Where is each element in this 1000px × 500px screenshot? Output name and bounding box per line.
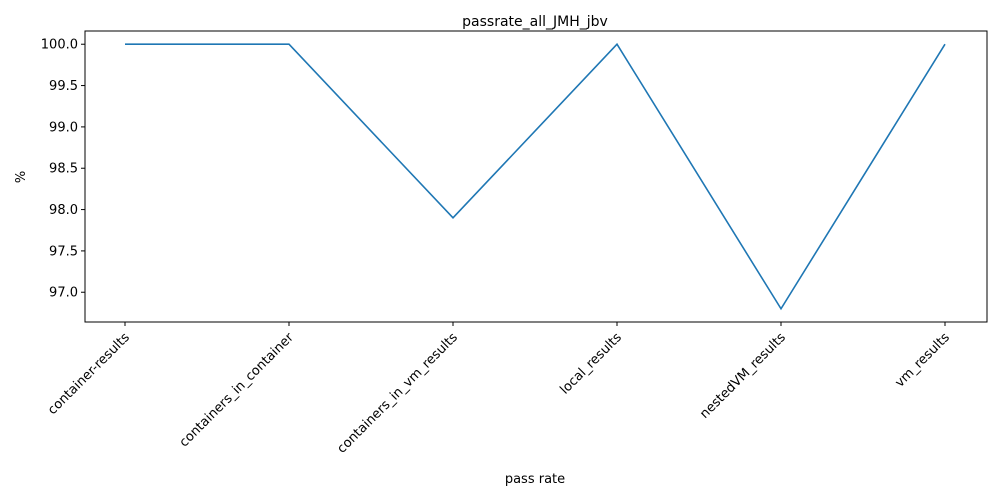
data-point bbox=[288, 43, 290, 45]
y-tick-label: 99.5 bbox=[49, 79, 78, 94]
y-axis: 97.0 97.5 98.0 98.5 99.0 99.5 100.0 bbox=[41, 38, 85, 301]
chart-title: passrate_all_JMH_jbv bbox=[462, 14, 608, 30]
x-tick-label: vm_results bbox=[892, 330, 953, 391]
x-tick-label: nestedVM_results bbox=[697, 330, 789, 422]
y-axis-label: % bbox=[14, 171, 29, 183]
series-group bbox=[124, 42, 946, 311]
y-tick-label: 98.0 bbox=[49, 203, 78, 218]
x-axis: container-results containers_in_container… bbox=[45, 322, 953, 457]
data-point bbox=[944, 43, 946, 45]
data-point bbox=[780, 308, 782, 310]
y-tick-label: 97.0 bbox=[49, 286, 78, 301]
x-tick-label: local_results bbox=[557, 330, 625, 398]
data-point bbox=[452, 217, 454, 219]
y-tick-label: 100.0 bbox=[41, 38, 78, 53]
plot-frame bbox=[84, 30, 988, 323]
y-tick-label: 97.5 bbox=[49, 244, 78, 259]
x-tick-label: containers_in_container bbox=[177, 330, 298, 451]
x-tick-label: containers_in_vm_results bbox=[335, 330, 461, 456]
series-line bbox=[125, 42, 946, 311]
y-tick-label: 99.0 bbox=[49, 120, 78, 135]
y-tick-label: 98.5 bbox=[49, 162, 78, 177]
x-tick-label: container-results bbox=[45, 330, 133, 418]
x-axis-label: pass rate bbox=[505, 472, 565, 487]
data-point bbox=[124, 43, 126, 45]
data-point bbox=[616, 43, 618, 45]
